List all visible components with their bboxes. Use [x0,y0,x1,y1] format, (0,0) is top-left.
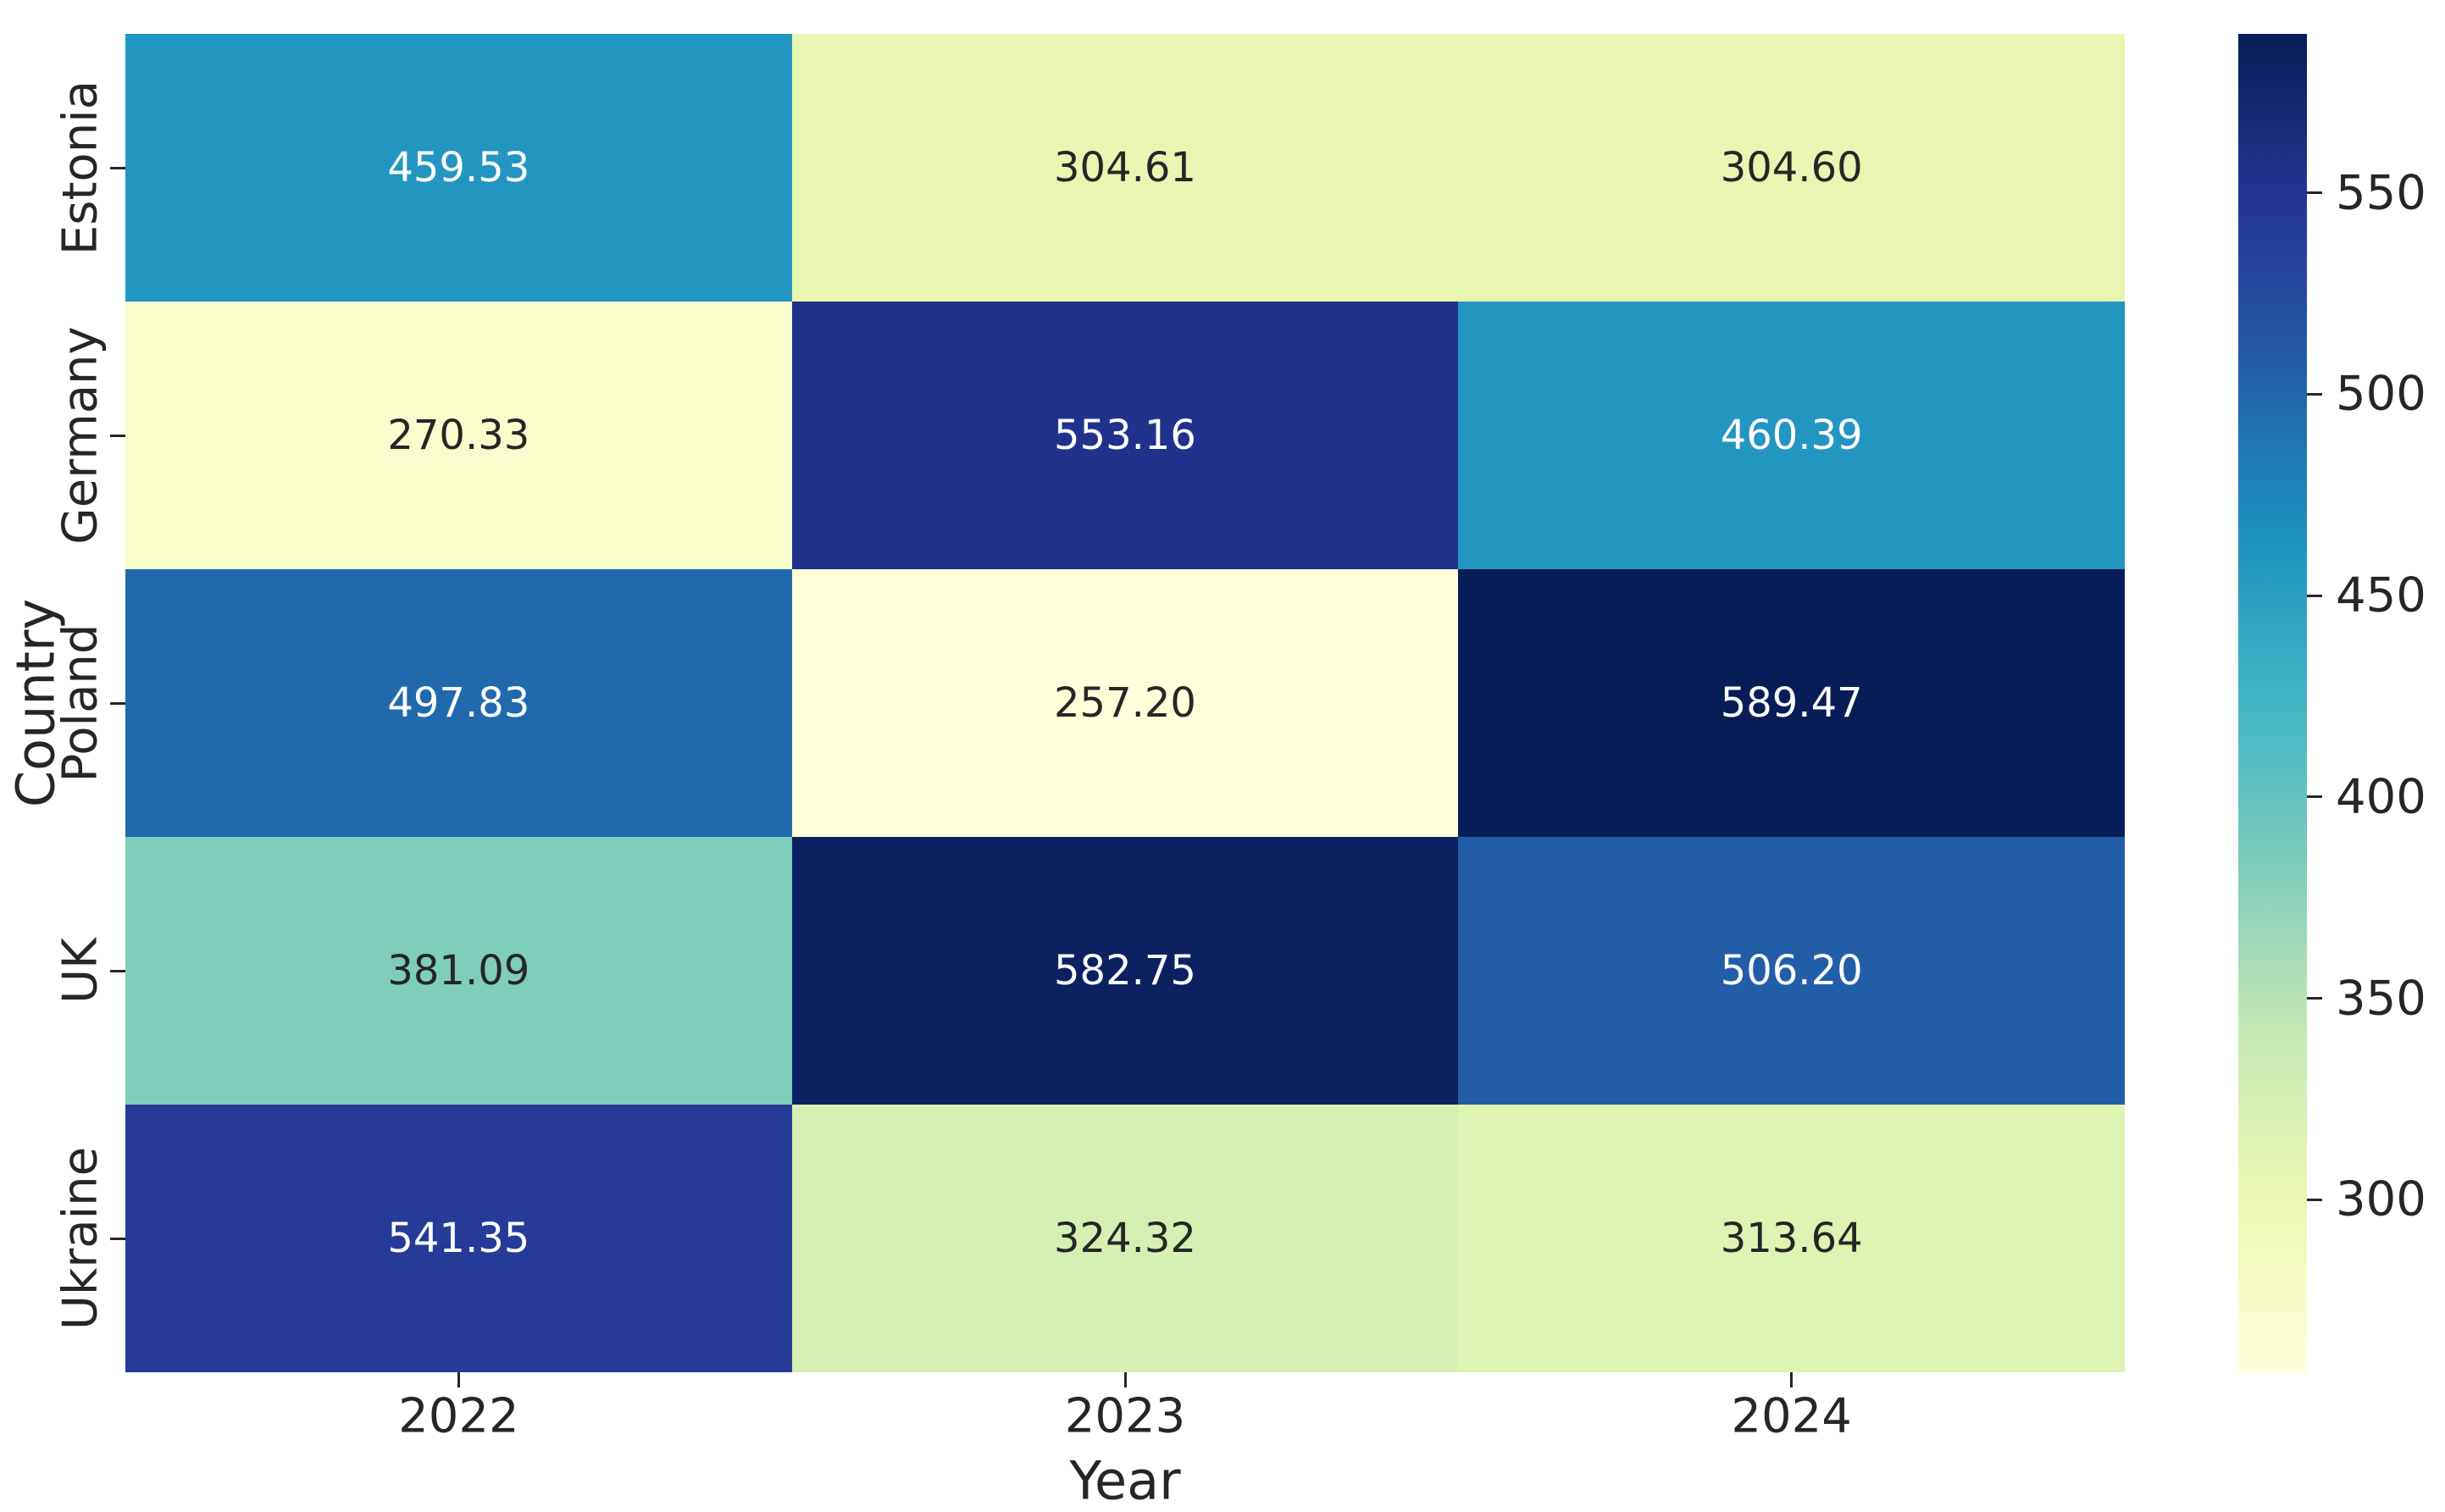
y-tick-mark [110,1237,125,1240]
cell-value: 257.20 [1054,679,1196,727]
cell-value: 459.53 [387,144,530,191]
heatmap-cell-germany-2022: 270.33 [125,302,792,569]
colorbar-tick-label-350: 350 [2336,971,2426,1027]
cell-value: 324.32 [1054,1215,1196,1262]
heatmap-cell-estonia-2023: 304.61 [791,34,1459,302]
y-tick-label-poland: Poland [53,623,108,783]
y-tick-mark [110,166,125,169]
y-tick-mark [110,701,125,705]
y-tick-label-uk: UK [53,938,108,1004]
heatmap-cell-poland-2022: 497.83 [125,569,792,837]
colorbar-tick-mark [2307,795,2322,799]
x-tick-mark [457,1372,460,1387]
x-tick-label-2022: 2022 [398,1388,519,1444]
heatmap-cell-poland-2024: 589.47 [1458,569,2125,837]
y-tick-mark [110,969,125,972]
cell-value: 313.64 [1720,1215,1863,1262]
colorbar-tick-label-550: 550 [2336,165,2426,221]
heatmap-cell-germany-2023: 553.16 [791,302,1459,569]
y-tick-label-ukraine: Ukraine [53,1146,108,1331]
heatmap-cell-uk-2023: 582.75 [791,837,1459,1105]
cell-value: 304.60 [1720,144,1863,191]
cell-value: 497.83 [387,679,530,727]
x-tick-label-2024: 2024 [1731,1388,1852,1444]
y-tick-label-estonia: Estonia [53,80,108,256]
cell-value: 582.75 [1054,947,1196,994]
heatmap-cell-ukraine-2022: 541.35 [125,1105,792,1372]
x-tick-mark [1790,1372,1794,1387]
x-tick-label-2023: 2023 [1064,1388,1186,1444]
heatmap-cell-poland-2023: 257.20 [791,569,1459,837]
heatmap-cell-ukraine-2024: 313.64 [1458,1105,2125,1372]
cell-value: 589.47 [1720,679,1863,727]
colorbar [2238,34,2307,1372]
heatmap-cell-uk-2022: 381.09 [125,837,792,1105]
colorbar-tick-label-300: 300 [2336,1171,2426,1227]
cell-value: 304.61 [1054,144,1196,191]
colorbar-tick-label-500: 500 [2336,366,2426,422]
colorbar-tick-mark [2307,997,2322,1000]
heatmap-plot: 459.53 304.61 304.60 270.33 553.16 460.39 497.… [125,34,2125,1372]
colorbar-tick-label-450: 450 [2336,568,2426,623]
cell-value: 460.39 [1720,412,1863,459]
colorbar-tick-mark [2307,594,2322,597]
heatmap-cell-germany-2024: 460.39 [1458,302,2125,569]
y-tick-mark [110,434,125,437]
x-tick-mark [1123,1372,1127,1387]
colorbar-tick-mark [2307,392,2322,396]
colorbar-tick-mark [2307,191,2322,195]
heatmap-cell-uk-2024: 506.20 [1458,837,2125,1105]
cell-value: 381.09 [387,947,530,994]
heatmap-cell-ukraine-2023: 324.32 [791,1105,1459,1372]
cell-value: 541.35 [387,1215,530,1262]
colorbar-tick-mark [2307,1198,2322,1201]
colorbar-tick-label-400: 400 [2336,769,2426,825]
cell-value: 270.33 [387,412,530,459]
x-axis-label: Year [1069,1449,1181,1512]
cell-value: 506.20 [1720,947,1863,994]
heatmap-cell-estonia-2024: 304.60 [1458,34,2125,302]
cell-value: 553.16 [1054,412,1196,459]
heatmap-cell-estonia-2022: 459.53 [125,34,792,302]
y-tick-label-germany: Germany [53,326,108,545]
